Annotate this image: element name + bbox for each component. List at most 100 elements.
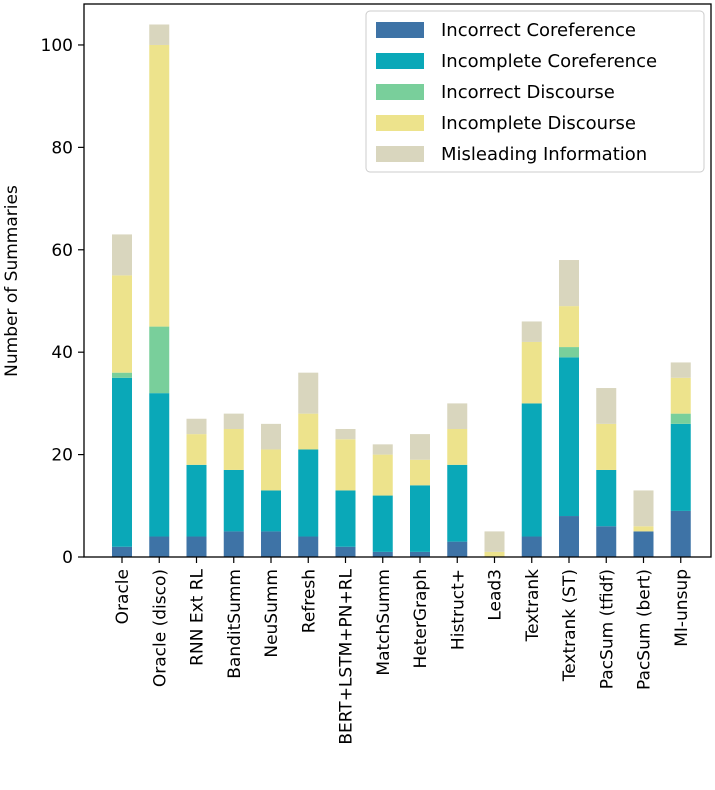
x-tick-label-bert-lstm-pn-rl: BERT+LSTM+PN+RL (337, 568, 357, 744)
bar-refresh-incomplete-discourse (298, 413, 319, 450)
bar-banditsumm-incomplete-discourse (223, 428, 244, 470)
y-tick-label: 20 (51, 446, 73, 466)
y-tick-label: 40 (51, 343, 73, 363)
x-tick-label-pacsum-bert: PacSum (bert) (635, 569, 655, 690)
legend-swatch-misleading-information (376, 146, 424, 162)
bar-textrank-st-misleading-information (559, 260, 579, 307)
bar-histruct-incomplete-discourse (447, 428, 468, 465)
bar-pacsum-tfidf-incomplete-discourse (596, 423, 617, 470)
bar-rnn-ext-rl-incomplete-discourse (186, 434, 207, 465)
bar-neusumm-incorrect-coreference (261, 531, 281, 557)
legend-swatch-incomplete-discourse (376, 115, 424, 131)
bar-banditsumm-incorrect-coreference (223, 531, 244, 557)
bar-bert-lstm-pn-rl-misleading-information (335, 428, 356, 440)
bar-matchsumm-misleading-information (372, 444, 393, 455)
x-tick-label-histruct: Histruct+ (448, 569, 468, 650)
bar-oracle-incomplete-discourse (112, 275, 132, 373)
bar-neusumm-incomplete-discourse (261, 449, 281, 491)
bar-pacsum-tfidf-incomplete-coreference (596, 469, 617, 527)
bar-hetergraph-misleading-information (410, 434, 430, 460)
bar-oracle-disco-misleading-information (149, 24, 170, 45)
bar-textrank-st-incorrect-coreference (559, 516, 579, 557)
x-tick-label-pacsum-tfidf: PacSum (tfidf) (597, 569, 617, 689)
bar-rnn-ext-rl-incorrect-coreference (186, 536, 207, 557)
bar-oracle-disco-incomplete-coreference (149, 393, 170, 537)
y-tick-label: 0 (62, 548, 73, 568)
bar-oracle-incorrect-discourse (112, 372, 132, 378)
bar-pacsum-tfidf-misleading-information (596, 388, 617, 424)
bar-neusumm-incomplete-coreference (261, 490, 281, 532)
bar-oracle-incorrect-coreference (112, 546, 132, 557)
y-axis-title: Number of Summaries (2, 185, 22, 377)
legend: Incorrect Coreference Incomplete Corefere… (365, 10, 705, 173)
bar-pacsum-bert-incorrect-coreference (633, 531, 654, 557)
bar-mi-unsup-misleading-information (670, 362, 691, 378)
y-tick-label: 60 (51, 241, 73, 261)
x-tick-label-textrank-st: Textrank (ST) (560, 569, 580, 682)
bar-textrank-incorrect-coreference (521, 536, 542, 557)
x-tick-label-neusumm: NeuSumm (262, 569, 282, 658)
bar-hetergraph-incomplete-coreference (410, 485, 430, 552)
bar-neusumm-misleading-information (261, 423, 281, 450)
bar-banditsumm-misleading-information (223, 413, 244, 429)
bar-bert-lstm-pn-rl-incorrect-coreference (335, 546, 356, 557)
x-tick-label-oracle-disco: Oracle (disco) (150, 569, 170, 687)
legend-swatch-incorrect-discourse (376, 84, 424, 100)
legend-label-incorrect-discourse: Incorrect Discourse (441, 82, 615, 103)
x-tick-label-textrank: Textrank (523, 569, 543, 643)
bar-refresh-incorrect-coreference (298, 536, 319, 557)
bar-histruct-misleading-information (447, 403, 468, 429)
bar-matchsumm-incorrect-coreference (372, 551, 393, 557)
bar-textrank-st-incorrect-discourse (559, 347, 579, 358)
y-tick-label: 100 (41, 36, 73, 56)
x-tick-label-mi-unsup: MI-unsup (672, 569, 692, 647)
legend-label-incomplete-discourse: Incomplete Discourse (441, 113, 636, 134)
bar-oracle-disco-incorrect-coreference (149, 536, 170, 557)
legend-swatch-incorrect-coreference (376, 22, 424, 38)
bar-oracle-disco-incomplete-discourse (149, 44, 170, 327)
bar-matchsumm-incomplete-coreference (372, 495, 393, 552)
x-tick-label-lead3: Lead3 (486, 569, 506, 621)
bar-bert-lstm-pn-rl-incomplete-discourse (335, 439, 356, 491)
legend-label-misleading-information: Misleading Information (441, 144, 647, 165)
x-tick-label-banditsumm: BanditSumm (225, 569, 245, 679)
bar-oracle-disco-incorrect-discourse (149, 326, 170, 394)
bar-mi-unsup-incomplete-discourse (670, 377, 691, 414)
x-tick-label-oracle: Oracle (113, 569, 133, 624)
bar-hetergraph-incorrect-coreference (410, 551, 430, 557)
y-tick-label: 80 (51, 138, 73, 158)
bar-banditsumm-incomplete-coreference (223, 469, 244, 532)
bar-mi-unsup-incomplete-coreference (670, 423, 691, 511)
bar-bert-lstm-pn-rl-incomplete-coreference (335, 490, 356, 547)
bar-pacsum-tfidf-incorrect-coreference (596, 526, 617, 557)
bars-layer (112, 24, 691, 557)
x-tick-label-refresh: Refresh (299, 569, 319, 633)
bar-textrank-st-incomplete-discourse (559, 306, 579, 348)
bar-textrank-misleading-information (521, 321, 542, 342)
bar-oracle-misleading-information (112, 234, 132, 276)
bar-refresh-incomplete-coreference (298, 449, 319, 537)
bar-textrank-incomplete-discourse (521, 341, 542, 404)
y-axis: 0 20 40 60 80 100 (41, 36, 84, 568)
bar-rnn-ext-rl-misleading-information (186, 418, 207, 435)
x-axis: Oracle Oracle (disco) RNN Ext RL BanditSumm… (113, 557, 692, 745)
bar-mi-unsup-incorrect-discourse (670, 413, 691, 424)
legend-label-incorrect-coreference: Incorrect Coreference (441, 20, 636, 41)
bar-matchsumm-incomplete-discourse (372, 454, 393, 496)
bar-mi-unsup-incorrect-coreference (670, 510, 691, 557)
bar-oracle-incomplete-coreference (112, 377, 132, 547)
bar-histruct-incorrect-coreference (447, 541, 468, 557)
bar-lead3-misleading-information (484, 531, 505, 552)
legend-box (365, 10, 705, 173)
bar-histruct-incomplete-coreference (447, 464, 468, 542)
bar-textrank-incomplete-coreference (521, 403, 542, 537)
x-tick-label-hetergraph: HeterGraph (411, 569, 431, 669)
bar-hetergraph-incomplete-discourse (410, 459, 430, 486)
legend-label-incomplete-coreference: Incomplete Coreference (441, 51, 657, 72)
plot-frame (83, 3, 712, 558)
bar-textrank-st-incomplete-coreference (559, 357, 579, 517)
bar-refresh-misleading-information (298, 372, 319, 414)
bar-pacsum-bert-misleading-information (633, 490, 654, 527)
bar-lead3-incomplete-discourse (484, 551, 505, 557)
